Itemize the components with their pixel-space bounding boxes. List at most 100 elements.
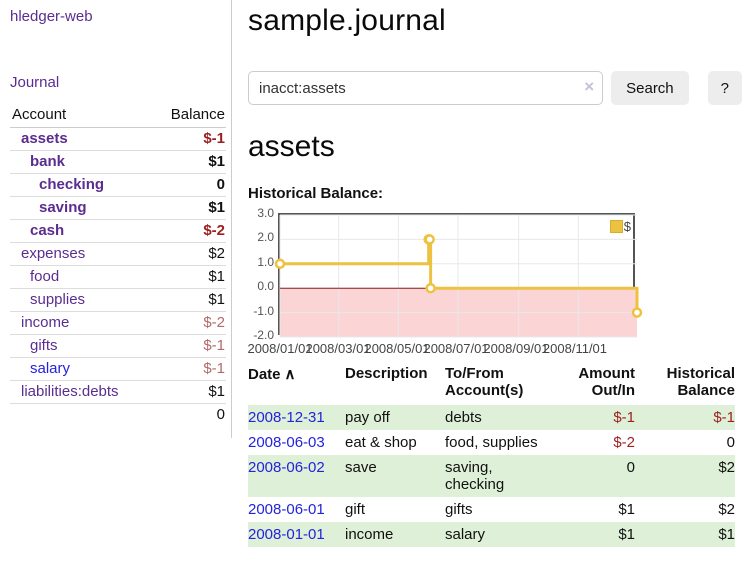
transaction-description: pay off bbox=[345, 409, 390, 426]
x-tick-label: 2008/11/01 bbox=[542, 341, 608, 356]
x-tick-label: 2008/05/01 bbox=[364, 341, 430, 356]
register-header-date[interactable]: Date ∧ bbox=[248, 366, 296, 383]
account-balance: $-1 bbox=[151, 334, 226, 358]
y-tick-label: 2.0 bbox=[257, 230, 274, 245]
account-row-salary: salary $-1 bbox=[10, 357, 226, 381]
chart-plot-area[interactable]: $ 2008/01/01 2008/03/01 2008/05/01 2008/07/… bbox=[247, 213, 643, 356]
account-link-expenses[interactable]: expenses bbox=[21, 245, 86, 262]
transaction-date-link[interactable]: 2008-06-01 bbox=[248, 501, 325, 518]
account-balance: 0 bbox=[151, 173, 226, 197]
chart-ylabels: 3.0 2.0 1.0 0.0 -1.0 -2.0 bbox=[248, 206, 278, 342]
register-row: 2008-12-31 pay off debts $-1 $-1 bbox=[248, 405, 735, 430]
register-row: 2008-06-01 gift gifts $1 $2 bbox=[248, 497, 735, 522]
y-tick-label: 0.0 bbox=[257, 279, 274, 294]
account-row-food: food $1 bbox=[10, 265, 226, 289]
account-balance: $1 bbox=[151, 150, 226, 174]
sidebar-item-journal[interactable]: Journal bbox=[10, 74, 60, 91]
account-balance: $-2 bbox=[151, 311, 226, 335]
account-link-checking[interactable]: checking bbox=[39, 176, 105, 193]
x-tick-label: 2008/09/01 bbox=[483, 341, 549, 356]
transaction-date-link[interactable]: 2008-12-31 bbox=[248, 409, 325, 426]
account-balance: $1 bbox=[151, 288, 226, 312]
transaction-amount: $1 bbox=[618, 526, 635, 543]
account-balance: $-2 bbox=[151, 219, 226, 243]
transaction-date-link[interactable]: 2008-01-01 bbox=[248, 526, 325, 543]
accounts-total-row: 0 bbox=[10, 403, 226, 426]
clear-search-icon[interactable]: × bbox=[584, 77, 595, 96]
account-link-cash[interactable]: cash bbox=[30, 222, 65, 239]
account-link-bank[interactable]: bank bbox=[30, 153, 66, 170]
chart-xlabels: 2008/01/01 2008/03/01 2008/05/01 2008/07/01… bbox=[247, 341, 633, 357]
account-row-assets: assets $-1 bbox=[10, 127, 226, 151]
account-balance: $-1 bbox=[151, 357, 226, 381]
account-balance: $-1 bbox=[151, 127, 226, 151]
transaction-amount: $-2 bbox=[613, 434, 635, 451]
historical-balance-chart: 3.0 2.0 1.0 0.0 -1.0 -2.0 $ 2008/01/01 2008/03… bbox=[247, 206, 742, 356]
account-link-salary[interactable]: salary bbox=[30, 360, 71, 377]
account-link-income[interactable]: income bbox=[21, 314, 70, 331]
chart-label: Historical Balance: bbox=[248, 185, 384, 202]
transaction-account: saving, checking bbox=[445, 459, 505, 493]
page-title: sample.journal bbox=[248, 4, 446, 37]
y-tick-label: 1.0 bbox=[257, 254, 274, 269]
account-row-liabilities-debts: liabilities:debts $1 bbox=[10, 380, 226, 404]
transaction-description: income bbox=[345, 526, 394, 543]
x-tick-label: 2008/07/01 bbox=[423, 341, 489, 356]
account-link-food[interactable]: food bbox=[30, 268, 60, 285]
search-field-wrap: × bbox=[248, 71, 604, 105]
account-row-cash: cash $-2 bbox=[10, 219, 226, 243]
accounts-header-row: Account Balance bbox=[10, 103, 226, 128]
account-heading: assets bbox=[248, 130, 335, 163]
app-title-link[interactable]: hledger-web bbox=[10, 8, 93, 25]
transaction-account: debts bbox=[445, 409, 482, 426]
search-input[interactable] bbox=[248, 71, 604, 105]
accounts-table: Account Balance assets $-1 bank $1 check… bbox=[10, 103, 226, 426]
transaction-amount: $1 bbox=[618, 501, 635, 518]
search-button[interactable]: Search bbox=[611, 71, 689, 105]
register-header-description: Description bbox=[345, 365, 428, 382]
account-row-bank: bank $1 bbox=[10, 150, 226, 174]
register-header-balance: Historical Balance bbox=[666, 365, 735, 399]
account-link-assets[interactable]: assets bbox=[21, 130, 68, 147]
account-link-liabilities-debts[interactable]: liabilities:debts bbox=[21, 383, 119, 400]
register-row: 2008-06-03 eat & shop food, supplies $-2… bbox=[248, 430, 735, 455]
transaction-account: gifts bbox=[445, 501, 473, 518]
search-form: × Search ? bbox=[248, 71, 742, 105]
account-link-saving[interactable]: saving bbox=[39, 199, 87, 216]
account-balance: $1 bbox=[151, 265, 226, 289]
help-button[interactable]: ? bbox=[707, 71, 742, 105]
account-balance: $2 bbox=[151, 242, 226, 266]
register-row: 2008-01-01 income salary $1 $1 bbox=[248, 522, 735, 547]
y-tick-label: -1.0 bbox=[253, 303, 274, 318]
register-header-amount: Amount Out/In bbox=[578, 365, 635, 399]
transaction-account: food, supplies bbox=[445, 434, 538, 451]
account-row-supplies: supplies $1 bbox=[10, 288, 226, 312]
chart-svg[interactable] bbox=[274, 214, 643, 338]
transaction-amount: $-1 bbox=[613, 409, 635, 426]
transaction-balance: $1 bbox=[718, 526, 735, 543]
register-row: 2008-06-02 save saving, checking 0 $2 bbox=[248, 455, 735, 497]
account-balance: $1 bbox=[151, 196, 226, 220]
y-tick-label: 3.0 bbox=[257, 206, 274, 220]
sidebar: hledger-web Journal Account Balance asse… bbox=[0, 0, 232, 438]
register-table: Date ∧ Description To/From Account(s) Amo… bbox=[248, 362, 735, 547]
account-link-gifts[interactable]: gifts bbox=[30, 337, 58, 354]
account-row-saving: saving $1 bbox=[10, 196, 226, 220]
accounts-total-value: 0 bbox=[151, 403, 226, 426]
transaction-date-link[interactable]: 2008-06-03 bbox=[248, 434, 325, 451]
y-tick-label: -2.0 bbox=[253, 328, 274, 342]
account-row-checking: checking 0 bbox=[10, 173, 226, 197]
transaction-description: eat & shop bbox=[345, 434, 417, 451]
legend-label: $ bbox=[623, 219, 631, 234]
account-link-supplies[interactable]: supplies bbox=[30, 291, 86, 308]
transaction-date-link[interactable]: 2008-06-02 bbox=[248, 459, 325, 476]
accounts-header-balance: Balance bbox=[151, 103, 226, 128]
account-row-income: income $-2 bbox=[10, 311, 226, 335]
accounts-header-account: Account bbox=[10, 103, 152, 128]
main-content: sample.journal × Search ? assets Histori… bbox=[232, 0, 742, 547]
x-tick-label: 2008/01/01 bbox=[247, 341, 313, 356]
transaction-amount: 0 bbox=[626, 459, 635, 476]
transaction-balance: $-1 bbox=[713, 409, 735, 426]
transaction-balance: $2 bbox=[718, 459, 735, 476]
sort-ascending-icon: ∧ bbox=[284, 366, 296, 383]
